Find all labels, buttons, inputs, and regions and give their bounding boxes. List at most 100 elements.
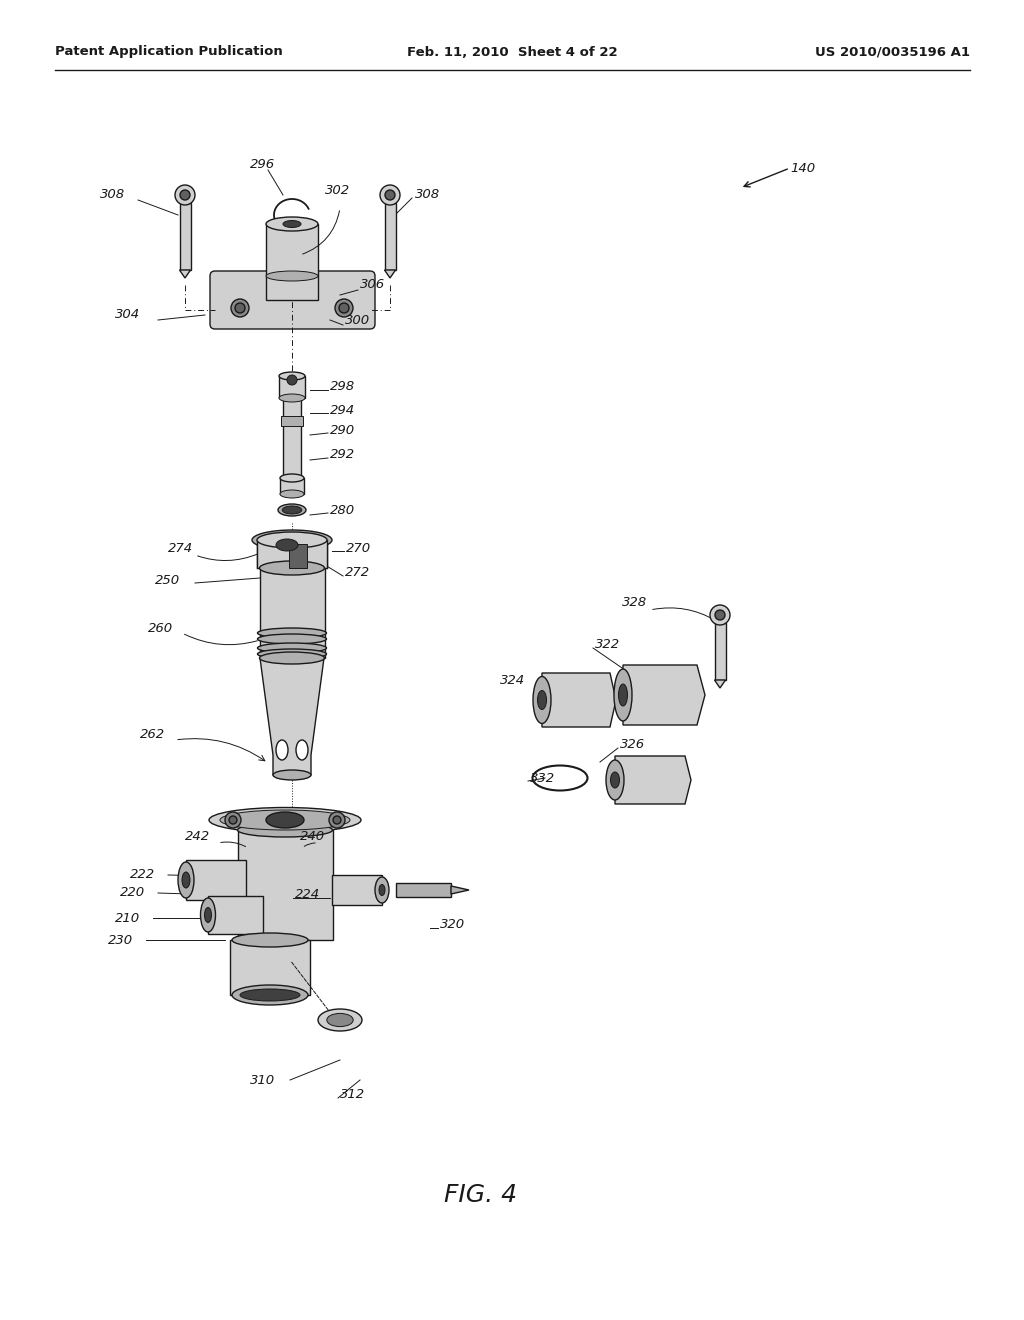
Ellipse shape	[266, 216, 318, 231]
Polygon shape	[615, 756, 691, 804]
Ellipse shape	[232, 933, 308, 946]
Ellipse shape	[257, 532, 327, 548]
Ellipse shape	[278, 504, 306, 516]
Text: US 2010/0035196 A1: US 2010/0035196 A1	[815, 45, 970, 58]
Text: 222: 222	[130, 869, 155, 882]
Ellipse shape	[205, 908, 212, 923]
Circle shape	[234, 304, 245, 313]
Text: Patent Application Publication: Patent Application Publication	[55, 45, 283, 58]
Text: 310: 310	[250, 1073, 275, 1086]
Circle shape	[715, 610, 725, 620]
Ellipse shape	[283, 506, 302, 513]
Text: 320: 320	[440, 919, 465, 932]
Ellipse shape	[252, 531, 332, 550]
Polygon shape	[384, 271, 395, 279]
Circle shape	[175, 185, 195, 205]
Ellipse shape	[276, 539, 298, 550]
Bar	[208, 896, 263, 935]
Bar	[289, 544, 307, 568]
Circle shape	[231, 300, 249, 317]
Polygon shape	[451, 886, 469, 894]
Text: 210: 210	[115, 912, 140, 924]
Ellipse shape	[296, 741, 308, 760]
Ellipse shape	[276, 741, 288, 760]
Bar	[238, 830, 333, 940]
Ellipse shape	[279, 393, 305, 403]
Text: 298: 298	[330, 380, 355, 393]
Bar	[332, 875, 382, 906]
Ellipse shape	[273, 770, 311, 780]
Text: 296: 296	[250, 158, 275, 172]
Text: 270: 270	[346, 541, 371, 554]
Text: 240: 240	[300, 829, 326, 842]
Ellipse shape	[201, 898, 215, 932]
FancyBboxPatch shape	[210, 271, 375, 329]
Text: 306: 306	[360, 279, 385, 292]
Text: 308: 308	[415, 189, 440, 202]
Ellipse shape	[614, 669, 632, 721]
Bar	[260, 568, 325, 657]
Circle shape	[339, 304, 349, 313]
Ellipse shape	[238, 822, 333, 837]
Bar	[396, 883, 451, 898]
Polygon shape	[623, 665, 705, 725]
Ellipse shape	[606, 760, 624, 800]
Polygon shape	[260, 657, 324, 775]
Ellipse shape	[240, 989, 300, 1001]
Text: 294: 294	[330, 404, 355, 417]
Polygon shape	[219, 318, 373, 323]
Circle shape	[385, 190, 395, 201]
Circle shape	[710, 605, 730, 624]
Ellipse shape	[259, 652, 325, 664]
Bar	[715, 623, 725, 680]
Circle shape	[229, 816, 237, 824]
Text: 308: 308	[100, 189, 125, 202]
Text: 304: 304	[115, 309, 140, 322]
Text: 220: 220	[120, 887, 145, 899]
Text: 280: 280	[330, 503, 355, 516]
Text: 302: 302	[325, 183, 350, 197]
Ellipse shape	[257, 649, 327, 659]
Circle shape	[329, 812, 345, 828]
Text: 300: 300	[345, 314, 370, 326]
Text: 324: 324	[500, 673, 525, 686]
Ellipse shape	[257, 634, 327, 644]
Text: 230: 230	[108, 933, 133, 946]
Ellipse shape	[178, 862, 194, 898]
Circle shape	[225, 812, 241, 828]
Circle shape	[287, 375, 297, 385]
Text: 274: 274	[168, 541, 194, 554]
Ellipse shape	[209, 808, 361, 833]
Ellipse shape	[610, 772, 620, 788]
Ellipse shape	[266, 271, 318, 281]
Ellipse shape	[279, 372, 305, 380]
Ellipse shape	[375, 876, 389, 903]
Polygon shape	[715, 680, 725, 688]
Text: 312: 312	[340, 1089, 366, 1101]
Circle shape	[335, 300, 353, 317]
Ellipse shape	[379, 884, 385, 895]
Ellipse shape	[280, 490, 304, 498]
Ellipse shape	[266, 812, 304, 828]
Ellipse shape	[534, 676, 551, 723]
Bar	[280, 478, 304, 494]
Circle shape	[380, 185, 400, 205]
Ellipse shape	[259, 561, 325, 576]
Ellipse shape	[327, 1014, 353, 1027]
Text: Feb. 11, 2010  Sheet 4 of 22: Feb. 11, 2010 Sheet 4 of 22	[407, 45, 617, 58]
Text: 242: 242	[185, 829, 210, 842]
Bar	[257, 540, 327, 568]
Ellipse shape	[538, 690, 547, 710]
Text: 322: 322	[595, 639, 621, 652]
Text: 328: 328	[622, 595, 647, 609]
Text: 140: 140	[790, 161, 815, 174]
Ellipse shape	[182, 873, 190, 888]
Bar	[279, 376, 305, 399]
Text: 332: 332	[530, 771, 555, 784]
Text: FIG. 4: FIG. 4	[443, 1183, 516, 1206]
Ellipse shape	[257, 628, 327, 638]
Polygon shape	[542, 673, 616, 727]
Text: 250: 250	[155, 573, 180, 586]
Bar	[266, 224, 318, 300]
Text: 224: 224	[295, 888, 321, 902]
